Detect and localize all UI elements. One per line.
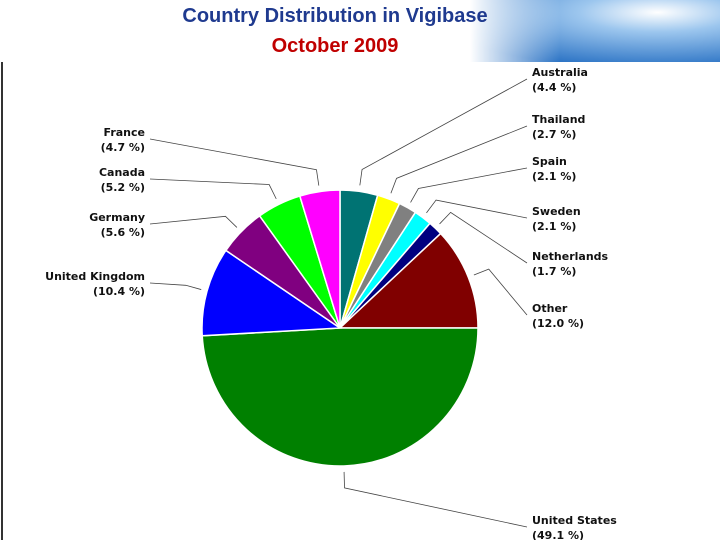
slice-value-label: (4.4 %)	[532, 81, 576, 94]
slice-label: United Kingdom	[45, 270, 145, 283]
leader-line	[149, 178, 277, 200]
slice-label: Sweden	[532, 205, 581, 218]
leader-line	[343, 471, 528, 528]
slice-value-label: (1.7 %)	[532, 265, 576, 278]
slice-label: Other	[532, 302, 568, 315]
pie-slice	[338, 232, 479, 329]
slice-value-label: (12.0 %)	[532, 317, 584, 330]
pie-slice	[201, 327, 479, 467]
slice-label: Germany	[89, 211, 145, 224]
leader-line	[359, 78, 528, 186]
slice-value-label: (5.2 %)	[101, 181, 145, 194]
leader-line	[473, 268, 528, 316]
slice-value-label: (49.1 %)	[532, 529, 584, 540]
leader-line	[149, 138, 320, 186]
slice-value-label: (2.1 %)	[532, 170, 576, 183]
slice-label: Canada	[99, 166, 145, 179]
slice-value-label: (10.4 %)	[93, 285, 145, 298]
slice-value-label: (4.7 %)	[101, 141, 145, 154]
leader-line	[149, 282, 202, 290]
header-fade	[470, 0, 560, 62]
slice-label: Australia	[532, 66, 588, 79]
slice-label: United States	[532, 514, 617, 527]
slice-value-label: (5.6 %)	[101, 226, 145, 239]
pie-slice	[201, 249, 343, 337]
chart-title: Country Distribution in Vigibase	[182, 5, 487, 27]
leader-line	[390, 125, 528, 194]
slice-label: Thailand	[532, 113, 585, 126]
leader-line	[439, 211, 528, 264]
slice-label: Spain	[532, 155, 567, 168]
slice-value-label: (2.1 %)	[532, 220, 576, 233]
leader-line	[149, 215, 238, 228]
slice-label: France	[104, 126, 145, 139]
slice-label: Netherlands	[532, 250, 609, 263]
pie-slice	[298, 189, 341, 329]
pie	[201, 189, 479, 467]
slice-value-label: (2.7 %)	[532, 128, 576, 141]
chart-subtitle: October 2009	[272, 35, 399, 57]
leader-line	[426, 199, 528, 219]
leader-line	[410, 167, 528, 203]
